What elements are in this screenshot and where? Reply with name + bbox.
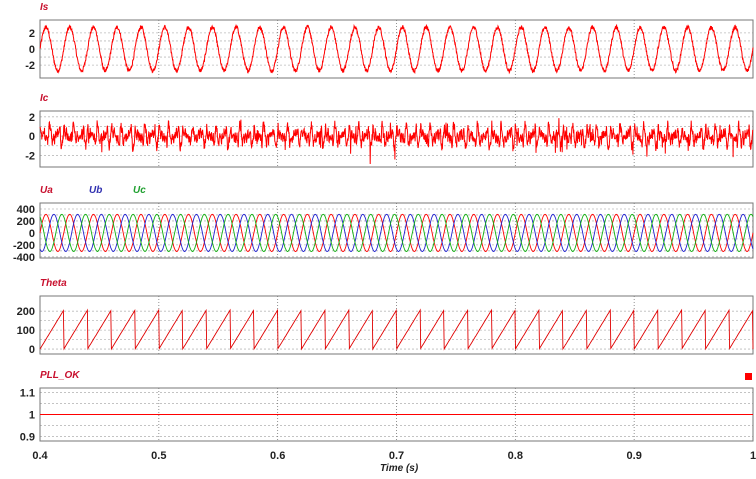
plot-frame <box>39 110 754 168</box>
y-tick-label: 2 <box>29 112 35 124</box>
plot-frame <box>39 202 754 259</box>
series-line-uc <box>39 213 754 252</box>
series-label: PLL_OK <box>40 370 80 381</box>
y-tick-label: -2 <box>25 60 35 72</box>
x-tick-label: 0.8 <box>508 450 523 462</box>
x-tick-label: 0.6 <box>270 450 285 462</box>
y-tick-label: 2 <box>29 28 35 40</box>
series-label: Is <box>40 2 49 13</box>
series-line-is <box>39 23 754 75</box>
panel-1: 2 0 -2 Is <box>25 2 754 79</box>
y-tick-label: 0 <box>29 344 35 356</box>
panel-2: 2 0 -2 Ic <box>25 93 754 168</box>
series-line-theta <box>39 308 754 351</box>
x-tick-label: 0.5 <box>151 450 166 462</box>
y-tick-label: 400 <box>17 204 35 216</box>
series-label: Ic <box>40 93 49 104</box>
series-line-ub <box>39 213 754 252</box>
y-tick-label: -200 <box>13 240 35 252</box>
panel-5: 1.1 1 0.9 PLL_OK <box>20 370 754 444</box>
panel-4: 200 100 0 Theta <box>17 278 754 356</box>
y-tick-label: 0 <box>29 131 35 143</box>
series-label: Ub <box>89 185 102 196</box>
y-tick-label: 0 <box>29 44 35 56</box>
series-label: Uc <box>133 185 146 196</box>
y-tick-label: 1.1 <box>20 387 35 399</box>
y-tick-label: -2 <box>25 150 35 162</box>
y-tick-label: 0.9 <box>20 432 35 444</box>
x-tick-label: 0.4 <box>32 450 48 462</box>
series-line-ua <box>39 213 754 252</box>
y-tick-label: 100 <box>17 325 35 337</box>
y-tick-label: -400 <box>13 252 35 264</box>
x-tick-label: 0.9 <box>627 450 642 462</box>
series-label: Ua <box>40 185 53 196</box>
y-tick-label: 0 <box>29 228 35 240</box>
x-axis-title: Time (s) <box>380 463 419 474</box>
legend-marker <box>745 373 752 380</box>
series-label: Theta <box>40 278 67 289</box>
y-tick-label: 200 <box>17 216 35 228</box>
series-line-ic <box>39 118 754 165</box>
x-tick-label: 1 <box>750 450 756 462</box>
y-tick-label: 1 <box>29 410 35 422</box>
x-tick-label: 0.7 <box>389 450 404 462</box>
y-tick-label: 200 <box>17 306 35 318</box>
